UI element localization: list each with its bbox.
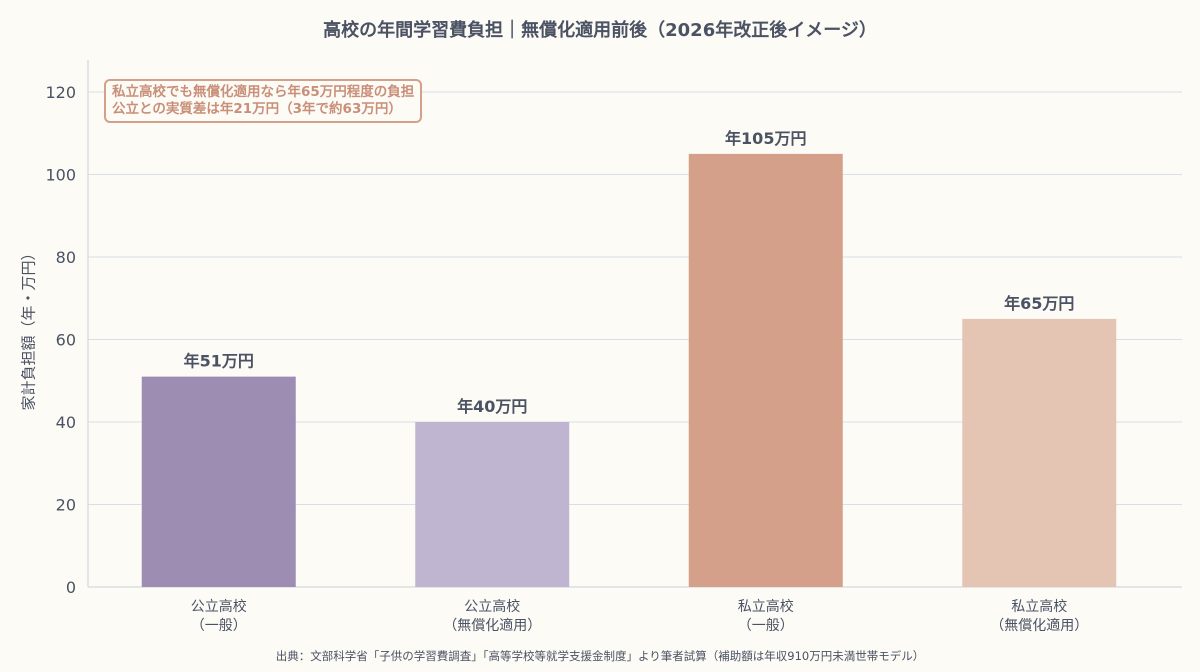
y-tick-label: 40 xyxy=(56,413,76,432)
annotation-line: 公立との実質差は年21万円（3年で約63万円） xyxy=(112,101,402,117)
y-tick-label: 80 xyxy=(56,248,76,267)
x-tick-label: （無償化適用） xyxy=(990,617,1088,634)
bar xyxy=(688,153,843,587)
annotation-line: 私立高校でも無償化適用なら年65万円程度の負担 xyxy=(112,84,415,100)
y-tick-label: 20 xyxy=(56,496,76,515)
data-label: 年105万円 xyxy=(725,129,806,148)
y-tick-label: 0 xyxy=(66,578,76,597)
data-label: 年40万円 xyxy=(457,397,527,416)
x-tick-label: 私立高校 xyxy=(1011,598,1067,615)
y-axis-label: 家計負担額（年・万円） xyxy=(19,245,38,411)
x-tick-label: （一般） xyxy=(191,618,247,634)
x-tick-label: 公立高校 xyxy=(191,598,247,615)
bar xyxy=(141,376,296,587)
x-tick-label: （一般） xyxy=(738,618,794,634)
x-tick-label: 公立高校 xyxy=(464,598,520,615)
x-tick-label: 私立高校 xyxy=(738,598,794,615)
source-note: 出典：文部科学省「子供の学習費調査」「高等学校等就学支援金制度」より筆者試算（補… xyxy=(275,649,925,663)
annotation-box: 私立高校でも無償化適用なら年65万円程度の負担 公立との実質差は年21万円（3年… xyxy=(104,79,423,123)
chart-title: 高校の年間学習費負担｜無償化適用前後（2026年改正後イメージ） xyxy=(323,20,877,41)
data-label: 年51万円 xyxy=(184,352,254,371)
x-tick-label: （無償化適用） xyxy=(443,617,541,634)
y-tick-label: 60 xyxy=(56,331,76,350)
data-label: 年65万円 xyxy=(1004,294,1074,313)
bar xyxy=(415,422,570,587)
y-tick-label: 100 xyxy=(45,166,76,185)
bar xyxy=(962,318,1117,587)
y-tick-label: 120 xyxy=(45,83,76,102)
